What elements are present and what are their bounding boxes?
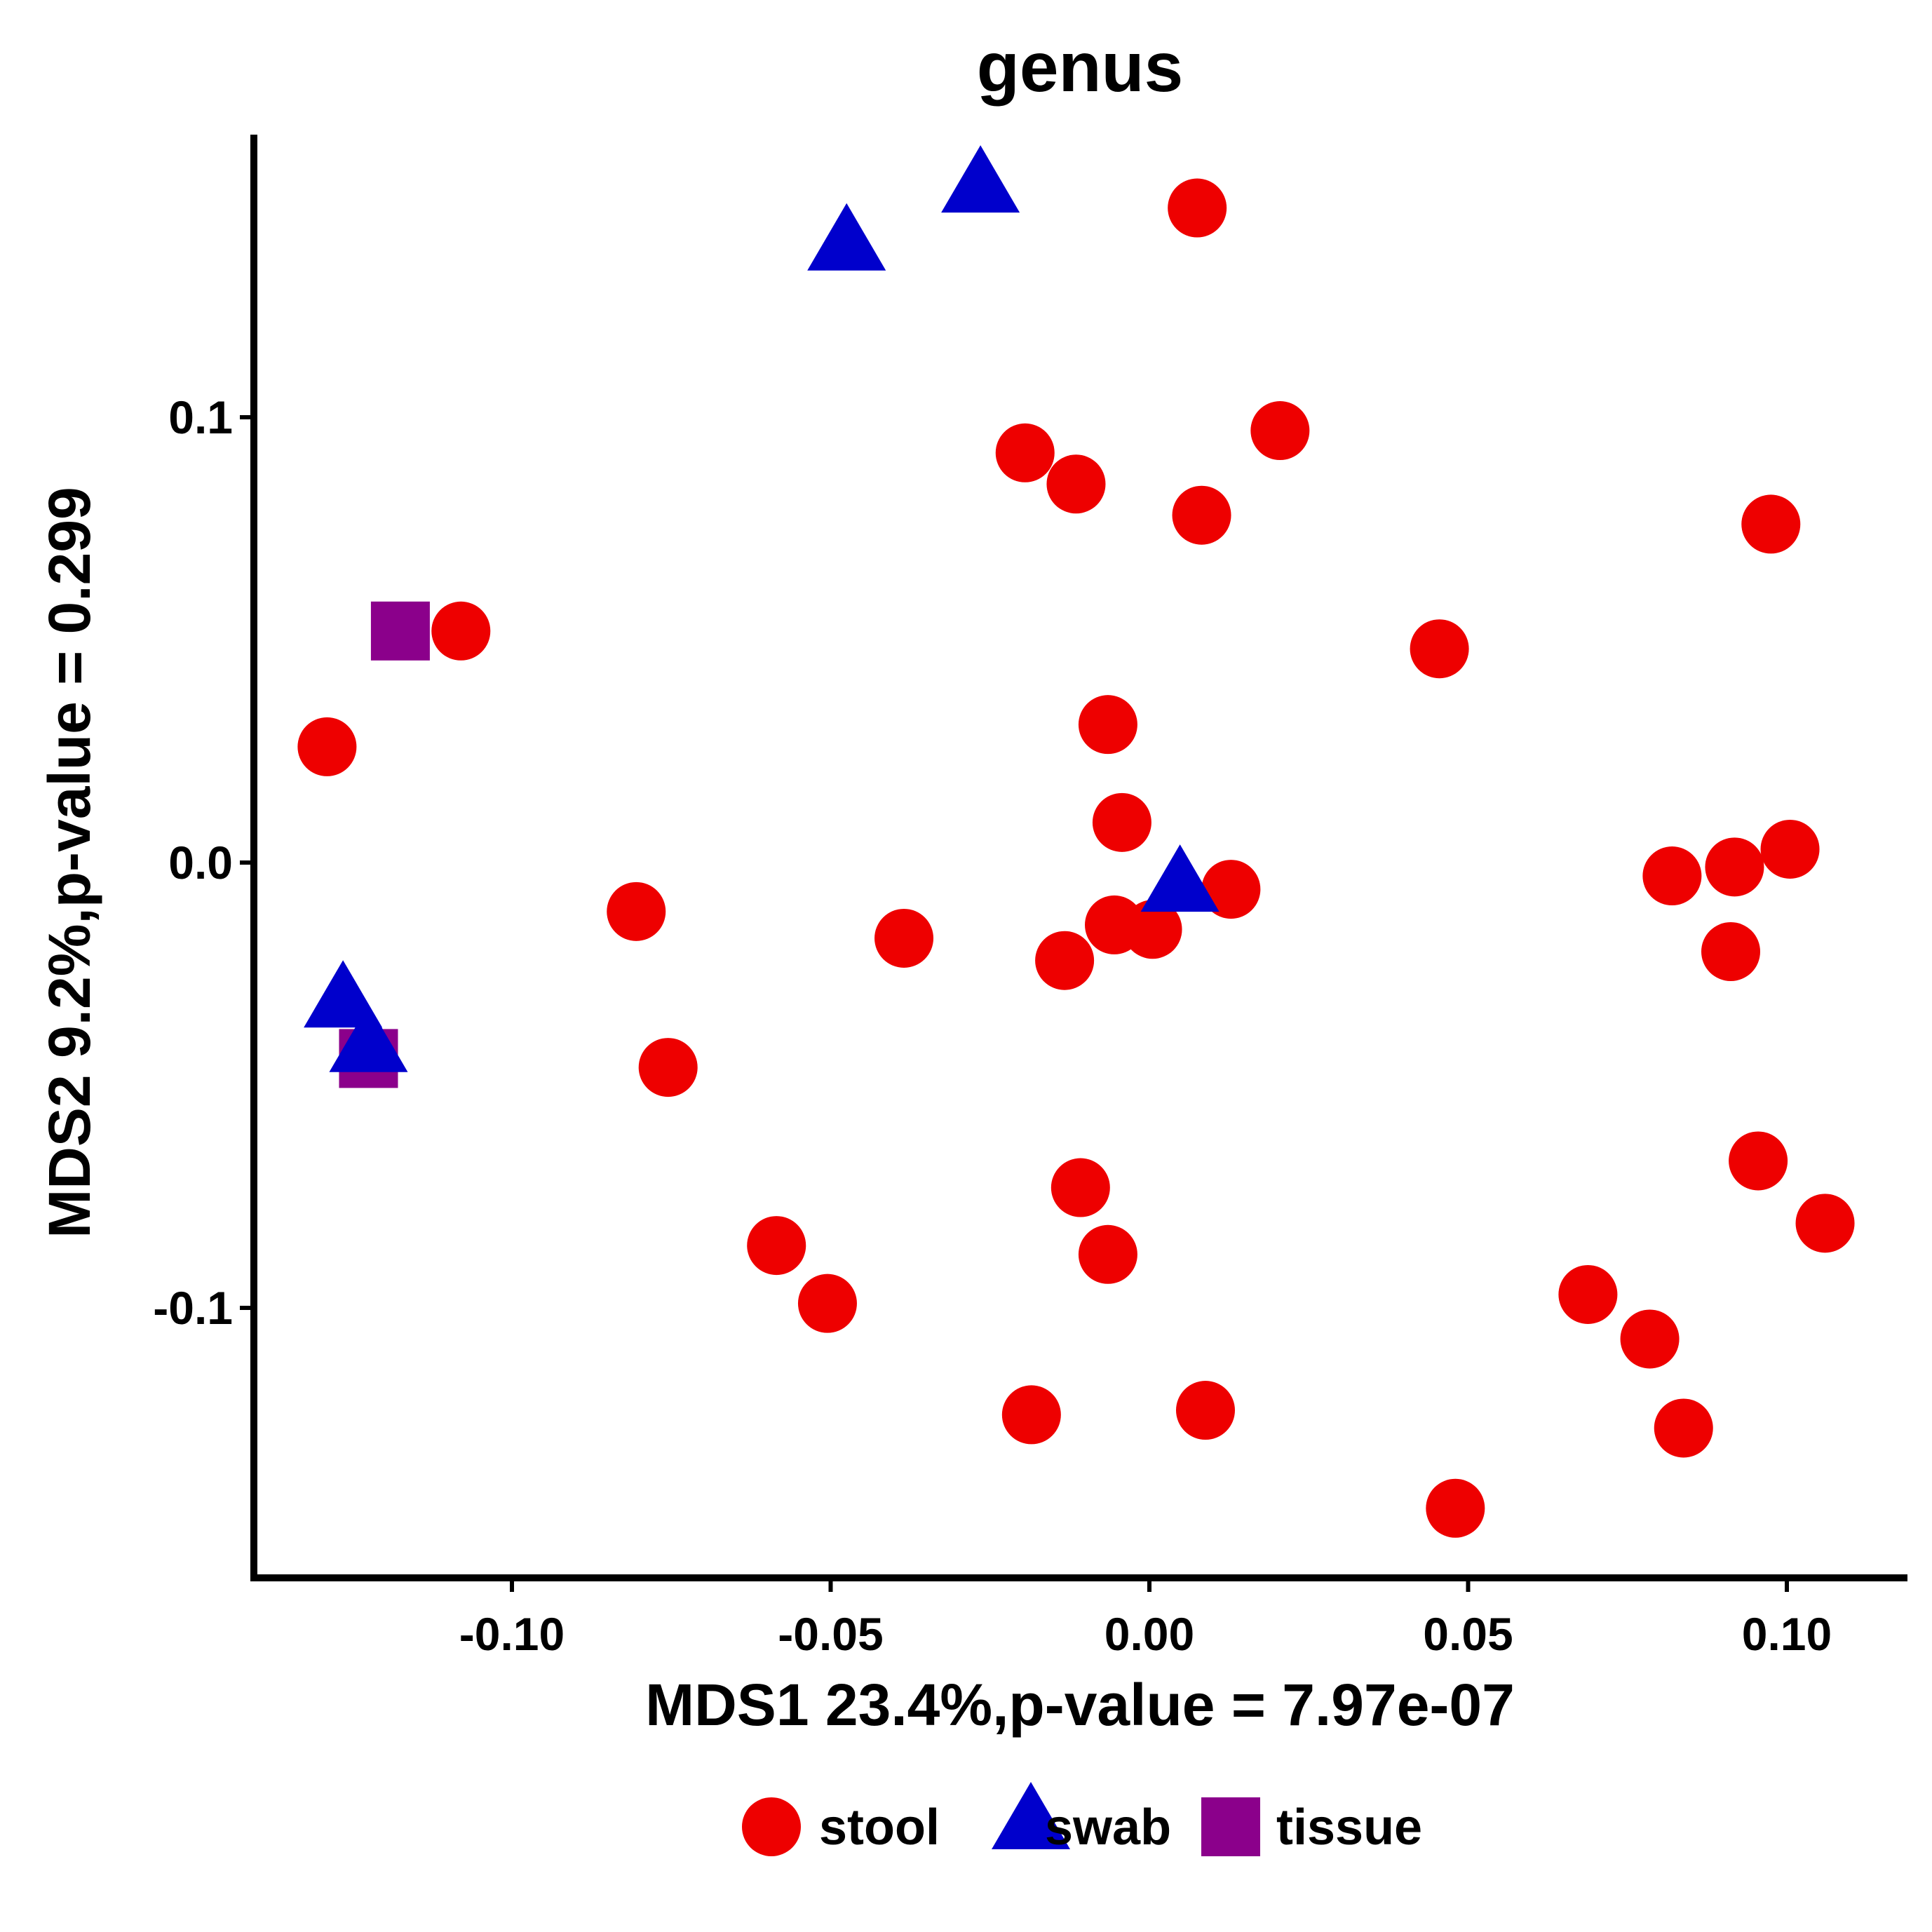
stool-point	[1741, 494, 1801, 554]
stool-point	[1035, 931, 1095, 990]
x-tick-label: 0.00	[1105, 1608, 1194, 1660]
stool-point	[1001, 1385, 1061, 1445]
stool-point	[1168, 178, 1227, 238]
stool-point	[431, 601, 491, 661]
stool-point	[297, 717, 357, 776]
tissue-point	[370, 601, 430, 661]
y-axis-title: MDS2 9.2%,p-value = 0.299	[36, 487, 102, 1238]
stool-point	[1620, 1309, 1680, 1369]
stool-point	[638, 1038, 698, 1097]
swab-point	[941, 145, 1020, 213]
legend-item-swab: swab	[992, 1782, 1171, 1856]
legend: stool swab tissue	[742, 1782, 1422, 1856]
x-tick-label: 0.10	[1742, 1608, 1832, 1660]
stool-point	[1078, 695, 1137, 755]
stool-point	[1558, 1264, 1618, 1324]
stool-point	[1051, 1158, 1110, 1217]
y-axis-ticks: -0.1 0.0 0.1	[153, 391, 254, 1334]
y-tick-label: 0.0	[168, 837, 233, 889]
swab-point	[329, 1004, 408, 1072]
swab-point	[304, 960, 383, 1028]
plot-area	[297, 145, 1855, 1538]
stool-point	[1729, 1131, 1788, 1191]
x-tick-label: -0.10	[459, 1608, 565, 1660]
stool-point	[1172, 485, 1231, 545]
stool-point	[995, 423, 1055, 482]
stool-point	[1201, 860, 1261, 919]
legend-key-stool	[742, 1797, 801, 1856]
stool-point	[1046, 454, 1106, 514]
swab-point	[1140, 844, 1220, 912]
legend-key-tissue	[1201, 1797, 1260, 1856]
y-tick-label: -0.1	[153, 1282, 233, 1334]
y-tick-label: 0.1	[168, 391, 233, 443]
x-axis-ticks: -0.10 -0.05 0.00 0.05 0.10	[459, 1578, 1832, 1660]
stool-point	[1795, 1194, 1855, 1253]
stool-point	[1642, 846, 1702, 906]
stool-point	[1123, 900, 1182, 959]
stool-point	[747, 1216, 806, 1276]
swab-point	[807, 203, 886, 271]
legend-key-swab	[992, 1782, 1070, 1849]
x-tick-label: -0.05	[778, 1608, 883, 1660]
stool-point	[797, 1274, 857, 1333]
stool-point	[1705, 837, 1764, 897]
legend-label: tissue	[1276, 1799, 1422, 1856]
stool-point	[1250, 401, 1310, 461]
legend-item-stool: stool	[742, 1797, 940, 1856]
stool-point	[1410, 619, 1469, 679]
stool-point	[607, 881, 666, 941]
stool-point	[1654, 1398, 1713, 1458]
stool-point	[1175, 1381, 1235, 1440]
stool-point	[1760, 819, 1820, 879]
legend-label: stool	[819, 1799, 940, 1856]
x-tick-label: 0.05	[1423, 1608, 1513, 1660]
stool-point	[1078, 1224, 1137, 1284]
chart-title: genus	[977, 28, 1183, 107]
stool-point	[874, 908, 934, 968]
legend-item-tissue: tissue	[1201, 1797, 1422, 1856]
x-axis-title: MDS1 23.4%,p-value = 7.97e-07	[645, 1672, 1515, 1738]
stool-point	[1426, 1478, 1485, 1538]
stool-point	[1092, 792, 1151, 852]
stool-point	[1701, 922, 1761, 981]
legend-label: swab	[1045, 1799, 1171, 1856]
